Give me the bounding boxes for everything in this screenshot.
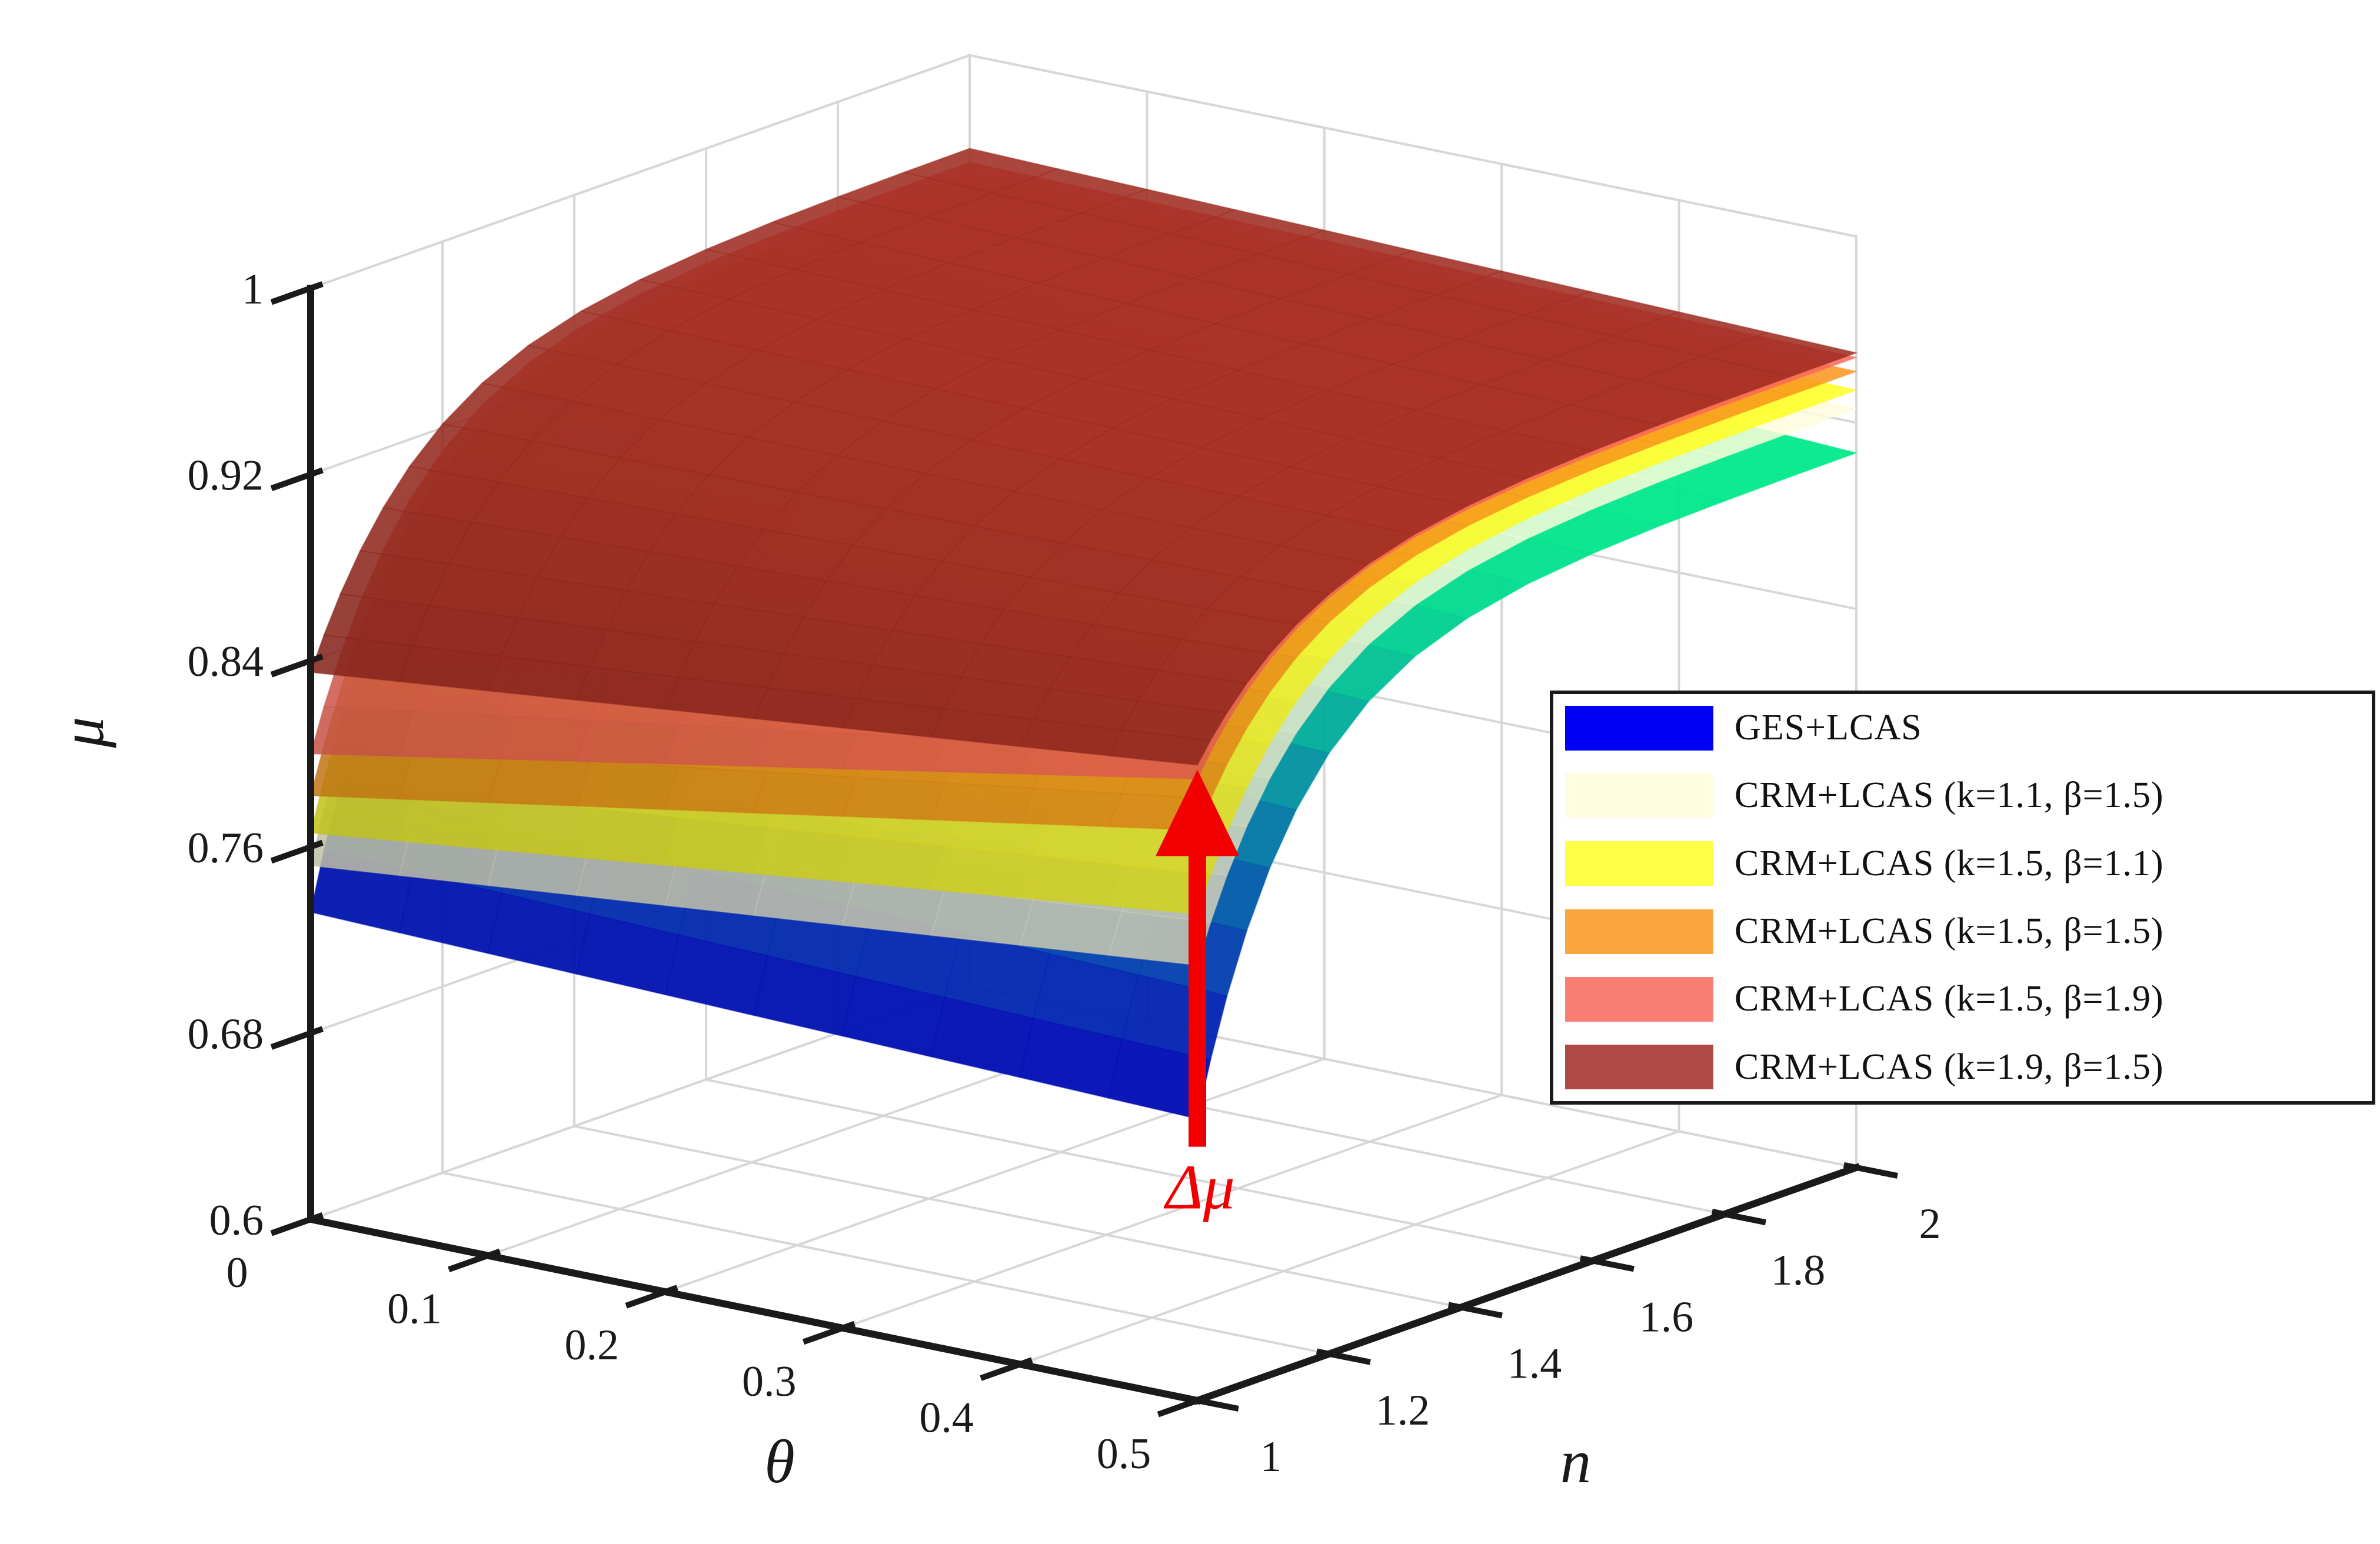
legend-label: CRM+LCAS (k=1.5, β=1.9) xyxy=(1735,979,2164,1019)
legend-item: CRM+LCAS (k=1.1, β=1.5) xyxy=(1553,764,2372,828)
legend-label: CRM+LCAS (k=1.1, β=1.5) xyxy=(1735,775,2164,816)
axis-name-labels: μ θ n xyxy=(48,717,1591,1496)
surface-crm-lcas-k-1-9-1-5- xyxy=(310,148,1857,766)
legend-item: CRM+LCAS (k=1.5, β=1.9) xyxy=(1553,968,2372,1031)
z-tick-label: 0.92 xyxy=(188,452,264,500)
legend-item: GES+LCAS xyxy=(1553,696,2372,760)
x-tick-label: 0.1 xyxy=(387,1285,442,1333)
axes xyxy=(270,281,1898,1418)
legend-swatch-icon xyxy=(1565,773,1713,818)
z-tick-label: 0.76 xyxy=(188,824,264,872)
legend-label: GES+LCAS xyxy=(1735,708,1922,748)
legend-label: CRM+LCAS (k=1.9, β=1.5) xyxy=(1735,1046,2164,1087)
y-tick-label: 1.4 xyxy=(1507,1340,1562,1388)
delta-mu-arrow-icon xyxy=(1156,769,1239,1147)
x-axis-label: θ xyxy=(764,1427,795,1496)
surfaces xyxy=(310,148,1857,1120)
y-tick-label: 1 xyxy=(1260,1433,1282,1481)
x-tick-label: 0.5 xyxy=(1097,1430,1151,1478)
y-tick-label: 1.8 xyxy=(1771,1246,1826,1295)
z-axis-label: μ xyxy=(48,717,116,749)
legend-item: CRM+LCAS (k=1.9, β=1.5) xyxy=(1553,1035,2372,1099)
annotation: Δμ xyxy=(1156,769,1239,1223)
x-tick-label: 0.2 xyxy=(565,1321,620,1369)
legend: GES+LCAS CRM+LCAS (k=1.1, β=1.5) CRM+LCA… xyxy=(1550,691,2375,1105)
z-tick-label: 0.6 xyxy=(209,1196,264,1245)
delta-mu-label: Δμ xyxy=(1163,1153,1235,1223)
y-tick-label: 1.2 xyxy=(1376,1386,1430,1435)
y-axis-label: n xyxy=(1560,1427,1592,1496)
legend-swatch-icon xyxy=(1565,705,1713,751)
axis-tick-labels: 0.6 0.68 0.76 0.84 0.92 1 0 0.1 0.2 0.3 0.4 0.5 1 1.2… xyxy=(188,265,1941,1481)
legend-swatch-icon xyxy=(1565,1045,1713,1090)
legend-item: CRM+LCAS (k=1.5, β=1.1) xyxy=(1553,832,2372,895)
x-tick-label: 0.3 xyxy=(742,1358,797,1406)
legend-item: CRM+LCAS (k=1.5, β=1.5) xyxy=(1553,900,2372,963)
legend-label: CRM+LCAS (k=1.5, β=1.5) xyxy=(1735,911,2164,952)
legend-label: CRM+LCAS (k=1.5, β=1.1) xyxy=(1735,843,2164,883)
legend-swatch-icon xyxy=(1565,909,1713,954)
legend-swatch-icon xyxy=(1565,841,1713,886)
legend-swatch-icon xyxy=(1565,976,1713,1022)
x-tick-label: 0.4 xyxy=(919,1393,974,1442)
z-tick-label: 0.68 xyxy=(188,1010,264,1058)
x-tick-label: 0 xyxy=(227,1249,248,1297)
z-tick-label: 1 xyxy=(242,265,264,314)
z-tick-label: 0.84 xyxy=(188,638,264,686)
y-tick-label: 2 xyxy=(1919,1200,1941,1248)
y-tick-label: 1.6 xyxy=(1639,1293,1694,1341)
